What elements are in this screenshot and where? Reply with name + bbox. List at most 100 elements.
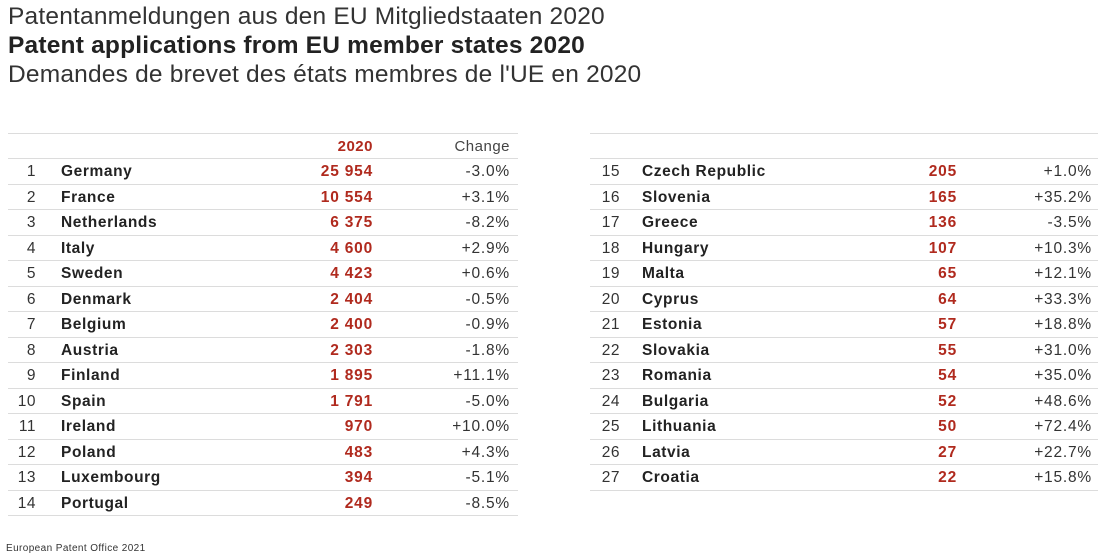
change-cell: +33.3% [1034, 290, 1092, 308]
title-block: Patentanmeldungen aus den EU Mitgliedsta… [8, 2, 641, 89]
value-cell: 2 303 [330, 341, 373, 359]
table-row: 11 Ireland 970 +10.0% [8, 414, 518, 440]
rank-cell: 13 [17, 469, 36, 486]
change-cell: +18.8% [1034, 316, 1092, 333]
footer-credit: European Patent Office 2021 [6, 543, 146, 554]
rank-cell: 18 [601, 239, 620, 257]
value-cell: 165 [928, 188, 957, 206]
change-cell: +12.1% [1034, 265, 1092, 282]
table-row: 10 Spain 1 791 -5.0% [8, 389, 518, 414]
rank-cell: 5 [26, 265, 36, 282]
country-cell: Czech Republic [642, 163, 766, 180]
change-cell: +31.0% [1034, 341, 1092, 359]
change-cell: +15.8% [1034, 469, 1092, 486]
rank-cell: 24 [601, 392, 620, 410]
change-cell: +0.6% [461, 265, 510, 282]
value-cell: 50 [938, 418, 957, 435]
value-cell: 10 554 [320, 188, 373, 206]
value-cell: 6 375 [330, 214, 373, 231]
rank-cell: 1 [26, 163, 36, 180]
table-row: 22 Slovakia 55 +31.0% [590, 338, 1098, 363]
title-french: Demandes de brevet des états membres de … [8, 61, 642, 88]
value-cell: 483 [344, 443, 373, 461]
header-year: 2020 [337, 138, 373, 155]
table-row: 26 Latvia 27 +22.7% [590, 440, 1098, 465]
country-cell: Portugal [61, 494, 129, 512]
value-cell: 27 [938, 443, 957, 461]
value-cell: 64 [938, 290, 957, 308]
rank-cell: 14 [17, 494, 36, 512]
change-cell: -8.5% [465, 494, 510, 512]
table-row: 4 Italy 4 600 +2.9% [8, 236, 518, 261]
change-cell: +2.9% [461, 239, 510, 257]
table-row: 25 Lithuania 50 +72.4% [590, 414, 1098, 440]
value-cell: 394 [344, 469, 373, 486]
change-cell: -0.9% [465, 316, 510, 333]
value-cell: 57 [938, 316, 957, 333]
table-row: 27 Croatia 22 +15.8% [590, 465, 1098, 491]
table-row: 12 Poland 483 +4.3% [8, 440, 518, 465]
change-cell: +10.0% [452, 418, 510, 435]
change-cell: -1.8% [465, 341, 510, 359]
value-cell: 55 [938, 341, 957, 359]
table-row: 9 Finland 1 895 +11.1% [8, 363, 518, 389]
header-change: Change [454, 138, 510, 155]
rank-cell: 23 [601, 367, 620, 384]
change-cell: +1.0% [1043, 163, 1092, 180]
change-cell: +48.6% [1034, 392, 1092, 410]
rank-cell: 26 [601, 443, 620, 461]
rank-cell: 12 [17, 443, 36, 461]
value-cell: 107 [928, 239, 957, 257]
change-cell: +10.3% [1034, 239, 1092, 257]
table-header: 2020 Change [8, 134, 518, 159]
table-row: 7 Belgium 2 400 -0.9% [8, 312, 518, 338]
rank-cell: 4 [26, 239, 36, 257]
country-cell: Finland [61, 367, 121, 384]
left-rows: 1 Germany 25 954 -3.0% 2 France 10 554 +3.1% 3 Ne… [8, 159, 518, 516]
table-row: 8 Austria 2 303 -1.8% [8, 338, 518, 363]
table-row: 2 France 10 554 +3.1% [8, 185, 518, 210]
title-english: Patent applications from EU member state… [8, 32, 585, 59]
rank-cell: 3 [26, 214, 36, 231]
rank-cell: 7 [26, 316, 36, 333]
value-cell: 22 [938, 469, 957, 486]
country-cell: Cyprus [642, 290, 700, 308]
rank-cell: 27 [601, 469, 620, 486]
table-row: 16 Slovenia 165 +35.2% [590, 185, 1098, 210]
change-cell: +11.1% [453, 367, 510, 384]
table-row: 3 Netherlands 6 375 -8.2% [8, 210, 518, 236]
change-cell: -5.1% [465, 469, 510, 486]
rank-cell: 10 [17, 392, 36, 410]
change-cell: +72.4% [1034, 418, 1092, 435]
rank-cell: 2 [26, 188, 36, 206]
country-cell: Estonia [642, 316, 703, 333]
country-cell: Malta [642, 265, 685, 282]
rank-cell: 9 [26, 367, 36, 384]
country-cell: Sweden [61, 265, 124, 282]
value-cell: 4 423 [330, 265, 373, 282]
value-cell: 25 954 [320, 163, 373, 180]
table-row: 23 Romania 54 +35.0% [590, 363, 1098, 389]
table-row: 19 Malta 65 +12.1% [590, 261, 1098, 287]
country-cell: Austria [61, 341, 119, 359]
value-cell: 136 [928, 214, 957, 231]
country-cell: Denmark [61, 290, 132, 308]
value-cell: 52 [938, 392, 957, 410]
change-cell: +22.7% [1034, 443, 1092, 461]
country-cell: Ireland [61, 418, 117, 435]
rank-cell: 25 [601, 418, 620, 435]
table-row: 15 Czech Republic 205 +1.0% [590, 159, 1098, 185]
change-cell: -3.0% [465, 163, 510, 180]
right-rows: 15 Czech Republic 205 +1.0% 16 Slovenia 165 +35… [590, 159, 1098, 491]
country-cell: Romania [642, 367, 712, 384]
change-cell: +35.2% [1034, 188, 1092, 206]
table-header-right [590, 134, 1098, 159]
change-cell: +3.1% [461, 188, 510, 206]
country-cell: Hungary [642, 239, 710, 257]
country-cell: Poland [61, 443, 117, 461]
table-row: 17 Greece 136 -3.5% [590, 210, 1098, 236]
country-cell: Lithuania [642, 418, 717, 435]
rank-cell: 16 [601, 188, 620, 206]
change-cell: +4.3% [461, 443, 510, 461]
table-row: 18 Hungary 107 +10.3% [590, 236, 1098, 261]
